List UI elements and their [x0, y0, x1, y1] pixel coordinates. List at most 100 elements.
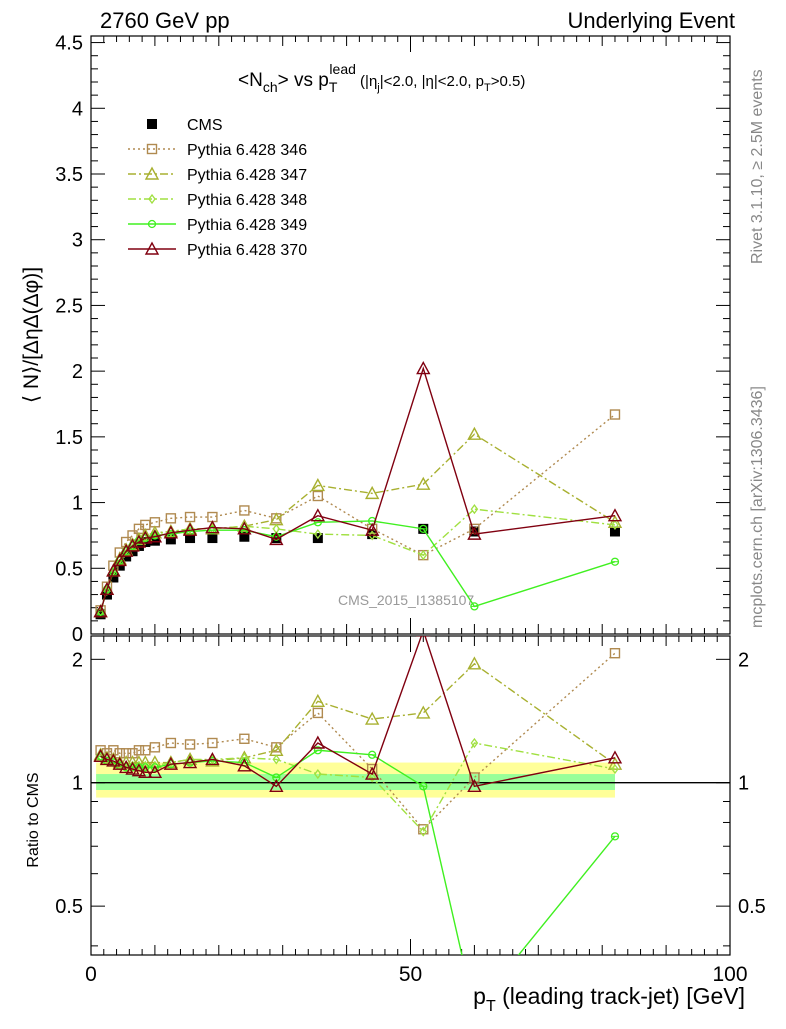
ratio-data-point	[364, 711, 380, 725]
series-line	[99, 366, 616, 612]
ratio-data-point	[147, 764, 163, 779]
main-y-tick-label: 2.5	[55, 295, 83, 317]
ratio-data-point	[416, 705, 431, 719]
ratio-series-pythia-6-428-346	[95, 648, 621, 835]
main-y-tick-label: 2	[72, 361, 83, 383]
data-point	[147, 529, 163, 543]
ratio-data-point	[131, 763, 147, 777]
x-axis-label-rest: (leading track-jet) [GeV]	[496, 983, 745, 1009]
ratio-data-point	[106, 753, 121, 767]
series-line	[99, 433, 616, 612]
ratio-data-point	[112, 756, 127, 770]
ratio-data-point	[310, 693, 326, 707]
ratio-data-point	[467, 656, 482, 670]
ratio-data-point	[239, 733, 250, 744]
ratio-data-point	[269, 778, 284, 793]
legend-label: Pythia 6.428 347	[187, 167, 307, 184]
data-point	[149, 535, 160, 546]
ratio-data-point	[149, 742, 161, 753]
series-line	[99, 413, 616, 611]
header-left-label: 2760 GeV pp	[100, 8, 230, 33]
x-axis-label-p: p	[473, 983, 486, 1009]
data-point	[205, 520, 220, 534]
title-cuts-2: |<2.0, |η|<2.0, p	[380, 73, 484, 90]
ratio-data-point	[140, 745, 151, 756]
x-tick-label: 100	[712, 963, 747, 986]
legend-label: Pythia 6.428 370	[187, 242, 307, 259]
ratio-data-point	[272, 754, 281, 765]
data-point	[239, 531, 250, 542]
ratio-data-point	[611, 763, 619, 775]
data-point	[367, 529, 378, 540]
data-point	[314, 529, 322, 540]
data-point	[467, 426, 482, 440]
ratio-y-tick-label: 0.5	[55, 896, 83, 918]
data-point	[368, 530, 376, 541]
data-point	[269, 531, 284, 546]
data-point	[611, 519, 619, 530]
title-part-2: > vs p	[278, 70, 329, 91]
data-point	[106, 563, 121, 577]
data-point	[607, 508, 623, 522]
data-point	[108, 572, 119, 583]
data-point	[182, 522, 198, 536]
ratio-data-point	[165, 737, 177, 749]
ratio-y-axis-label: Ratio to CMS	[25, 772, 42, 867]
data-point	[607, 514, 623, 528]
series-pythia-6-428-346	[95, 409, 621, 616]
ratio-data-point	[93, 748, 108, 763]
ratio-data-point	[467, 778, 482, 793]
ratio-y-tick-label: 1	[72, 773, 83, 795]
mcplots-label: mcplots.cern.ch [arXiv:1306.3436]	[749, 386, 766, 628]
main-y-tick-label: 4.5	[55, 33, 83, 55]
legend-marker	[144, 166, 160, 180]
legend-marker	[147, 119, 157, 129]
data-point	[185, 533, 196, 544]
ratio-data-point	[118, 759, 134, 774]
ratio-series-pythia-6-428-370	[93, 636, 623, 793]
x-axis-label-sub: T	[486, 998, 496, 1015]
ratio-data-point	[125, 761, 140, 775]
data-point	[609, 409, 621, 420]
x-axis-label: pT (leading track-jet) [GeV]	[473, 983, 745, 1015]
title-part-1: <N	[238, 70, 263, 91]
main-panel: 0 0.5 1 1.5 2 2.5 3 3.5 4 4.5	[55, 33, 731, 646]
data-point	[131, 534, 147, 548]
ratio-data-point	[186, 754, 194, 765]
data-point	[93, 604, 108, 618]
legend-marker	[144, 241, 160, 255]
data-point	[416, 476, 431, 490]
ratio-data-point	[184, 739, 196, 750]
data-point	[207, 533, 218, 544]
ratio-data-point	[364, 766, 380, 780]
ratio-data-point	[237, 758, 252, 772]
ratio-data-point	[418, 824, 429, 835]
header-right-label: Underlying Event	[567, 8, 735, 33]
ratio-data-point	[182, 755, 198, 769]
ratio-data-point	[310, 735, 326, 749]
data-point	[165, 513, 177, 524]
data-point	[239, 505, 250, 516]
ratio-data-point	[469, 772, 480, 783]
ratio-data-point	[205, 751, 220, 766]
data-point	[419, 550, 428, 561]
series-line	[99, 508, 616, 612]
ratio-series-line	[100, 636, 616, 788]
series-pythia-6-428-370	[93, 361, 623, 618]
main-y-tick-label: 3	[72, 230, 83, 252]
legend-label: Pythia 6.428 346	[187, 142, 307, 159]
title-cuts-1: (|η	[356, 73, 377, 90]
rivet-label: Rivet 3.1.10, ≥ 2.5M events	[749, 69, 766, 264]
ratio-series-line	[100, 652, 616, 831]
data-point	[138, 530, 153, 544]
ratio-data-point	[312, 707, 324, 719]
legend-marker	[148, 193, 156, 205]
ratio-series-pythia-6-428-347	[93, 656, 623, 770]
data-point	[310, 478, 326, 492]
data-point	[416, 361, 431, 375]
ratio-data-point	[95, 745, 106, 756]
data-point	[310, 508, 326, 522]
ratio-data-point	[133, 745, 145, 756]
ratio-data-point	[607, 750, 623, 764]
